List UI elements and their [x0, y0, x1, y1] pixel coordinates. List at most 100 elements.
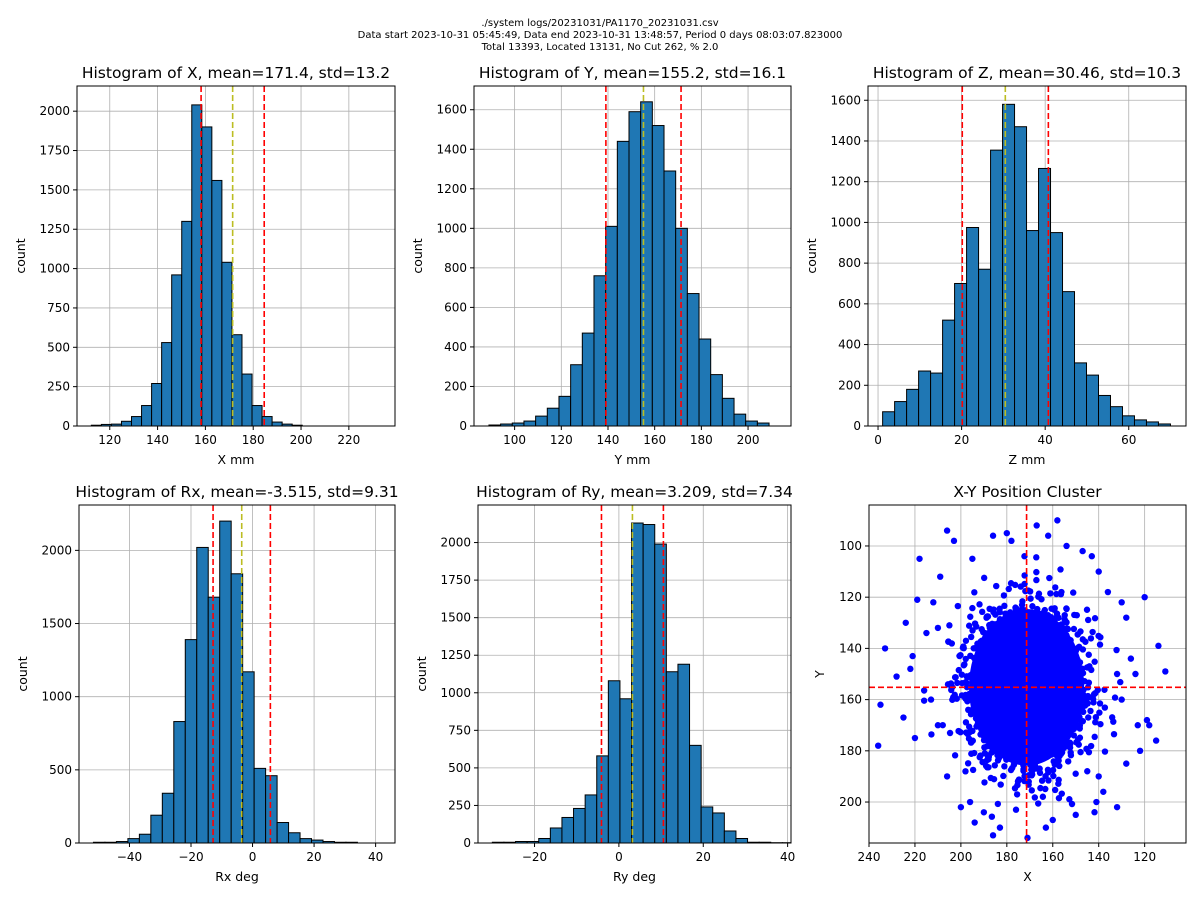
histogram-bar	[161, 342, 173, 426]
histogram-bar	[686, 293, 700, 426]
scatter-point	[1063, 542, 1070, 550]
scatter-point	[951, 674, 959, 681]
data-layer	[90, 86, 303, 426]
x-tick-label: 0	[874, 433, 882, 447]
subplot-2: 100 120 140 160 180 200 0 200 400 600 800 1000 1200 1…	[410, 64, 792, 467]
x-tick-label: 180	[242, 433, 265, 447]
scatter-point	[1083, 606, 1091, 613]
scatter-point	[1062, 618, 1069, 625]
histogram-bar	[1014, 126, 1028, 426]
data-layer	[869, 505, 1186, 843]
scatter-point	[1003, 529, 1011, 537]
scatter-point	[902, 619, 909, 626]
scatter-point	[1012, 604, 1019, 611]
histogram-bar	[665, 671, 679, 843]
scatter-point	[1057, 566, 1064, 573]
histogram-bar	[251, 405, 263, 426]
scatter-point	[1011, 581, 1019, 589]
histogram-bar	[882, 411, 896, 426]
scatter-point	[973, 623, 980, 630]
x-axis-label: Z mm	[1009, 452, 1046, 467]
scatter-point	[916, 555, 923, 562]
y-tick-label: 0	[64, 836, 72, 850]
x-tick-label: 160	[643, 433, 666, 447]
histogram-bar	[628, 111, 642, 426]
scatter-point	[1011, 785, 1019, 792]
x-axis-label: X mm	[218, 452, 255, 467]
scatter-point	[1113, 646, 1120, 654]
scatter-point	[951, 752, 959, 759]
y-tick-label: 1500	[41, 617, 72, 631]
scatter-point	[937, 573, 944, 580]
scatter-point	[1029, 603, 1036, 610]
x-tick-label: 0	[249, 850, 257, 864]
scatter-point	[969, 555, 976, 562]
scatter-point	[962, 719, 970, 726]
scatter-point	[1097, 720, 1104, 728]
scatter-point	[955, 727, 962, 735]
scatter-point	[1117, 678, 1124, 686]
histogram-bar	[151, 383, 163, 426]
scatter-point	[1072, 770, 1079, 777]
y-tick-label: 750	[47, 301, 70, 315]
histogram-bar	[196, 546, 209, 843]
scatter-point	[988, 813, 996, 820]
y-tick-label: 400	[838, 338, 861, 352]
subplot-6: 240 220 200 180 160 140 120 100 120 140 160 180 200 X…	[812, 483, 1187, 884]
scatter-point	[1101, 748, 1109, 755]
scatter-point	[874, 742, 882, 749]
chart-title: X-Y Position Cluster	[953, 483, 1102, 501]
histogram-bar	[954, 282, 968, 426]
scatter-point	[1127, 655, 1135, 662]
x-tick-label: 60	[1121, 433, 1136, 447]
scatter-point	[991, 762, 999, 769]
scatter-point	[881, 645, 889, 652]
scatter-point	[1074, 631, 1081, 638]
histogram-bar	[150, 814, 163, 843]
scatter-point	[1026, 588, 1034, 595]
scatter-point	[1096, 641, 1104, 648]
histogram-bar	[698, 338, 712, 426]
scatter-point	[1095, 773, 1102, 780]
scatter-point	[1074, 736, 1082, 743]
scatter-point	[969, 604, 976, 612]
scatter-point	[957, 651, 964, 659]
scatter-point	[1044, 532, 1052, 539]
scatter-point	[945, 638, 952, 645]
chart-title: Histogram of Z, mean=30.46, std=10.3	[873, 64, 1181, 82]
scatter-point	[967, 633, 975, 641]
scatter-point	[934, 722, 942, 729]
histogram-bar	[1157, 423, 1171, 426]
scatter-point	[1019, 598, 1026, 605]
axes-frame	[76, 85, 396, 427]
y-tick-label: 500	[47, 340, 70, 354]
scatter-point	[978, 608, 986, 616]
scatter-point	[1042, 824, 1050, 831]
scatter-point	[1070, 589, 1077, 596]
scatter-point	[950, 537, 958, 545]
histogram-bar	[211, 179, 223, 426]
scatter-point	[1162, 668, 1169, 675]
subplot-5: −20 0 20 40 0 250 500 750 1000 1250 1500 1750 2000 Hi…	[414, 483, 795, 884]
scatter-point	[943, 527, 951, 534]
scatter-point	[1057, 591, 1065, 598]
y-tick-label: 800	[444, 261, 467, 275]
histogram-bar	[549, 827, 563, 843]
x-tick-label: 20	[306, 850, 321, 864]
scatter-point	[1093, 798, 1100, 806]
scatter-point	[961, 661, 968, 668]
data-layer	[491, 505, 791, 843]
x-axis-label: Y mm	[614, 452, 651, 467]
y-tick-label: 0	[853, 419, 861, 433]
x-tick-label: 220	[337, 433, 360, 447]
scatter-point	[980, 574, 988, 582]
y-tick-label: 180	[839, 744, 862, 758]
scatter-point	[1123, 760, 1130, 767]
histogram-bar	[1121, 415, 1135, 426]
scatter-point	[997, 781, 1004, 788]
y-tick-label: 1400	[830, 134, 861, 148]
y-axis-label: Y	[812, 670, 827, 679]
scatter-point	[994, 800, 1002, 808]
scatter-point	[1104, 588, 1112, 596]
scatter-point	[914, 596, 921, 603]
